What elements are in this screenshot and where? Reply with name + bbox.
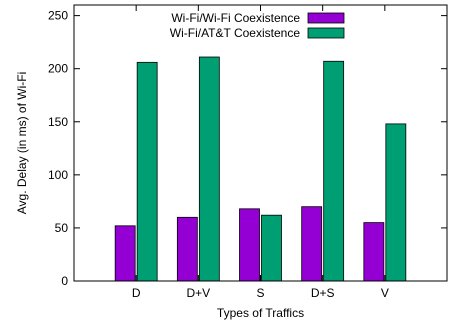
x-tick-label: D+S xyxy=(311,286,335,300)
x-tick-label: S xyxy=(256,286,264,300)
y-tick-label: 250 xyxy=(48,9,68,23)
bar-wifi-wifi-d xyxy=(114,225,136,282)
x-tick-label: V xyxy=(381,286,389,300)
y-axis-ticks: 0 50 100 150 200 250 xyxy=(48,9,447,288)
legend-swatch xyxy=(307,12,345,24)
y-tick-label: 100 xyxy=(48,168,68,182)
y-tick-label: 200 xyxy=(48,62,68,76)
bar-wifi-wifi-d-plus-s xyxy=(301,206,323,282)
bar-wifi-att-s xyxy=(261,214,282,282)
x-axis-title: Types of Traffics xyxy=(217,306,304,320)
y-axis-title: Avg. Delay (in ms) of Wi-Fi xyxy=(15,72,29,214)
bar-wifi-att-d xyxy=(136,61,158,282)
x-tick-label: D+V xyxy=(186,286,210,300)
bar-wifi-wifi-d-plus-v xyxy=(176,216,198,282)
legend-label: Wi-Fi/AT&T Coexistence xyxy=(170,26,301,40)
legend-label: Wi-Fi/Wi-Fi Coexistence xyxy=(171,11,300,25)
x-tick-label: D xyxy=(132,286,141,300)
y-tick-label: 0 xyxy=(61,274,68,288)
bar-wifi-wifi-s xyxy=(239,208,260,282)
y-tick-label: 150 xyxy=(48,115,68,129)
bar-wifi-att-d-plus-s xyxy=(323,60,345,282)
bar-wifi-att-v xyxy=(385,123,407,282)
bar-wifi-att-d-plus-v xyxy=(198,56,220,282)
bar-wifi-wifi-v xyxy=(363,222,385,282)
legend-swatch xyxy=(307,27,345,39)
x-axis-ticks: D D+V S D+S V xyxy=(132,5,389,300)
y-tick-label: 50 xyxy=(55,221,69,235)
bars-layer xyxy=(114,56,407,282)
